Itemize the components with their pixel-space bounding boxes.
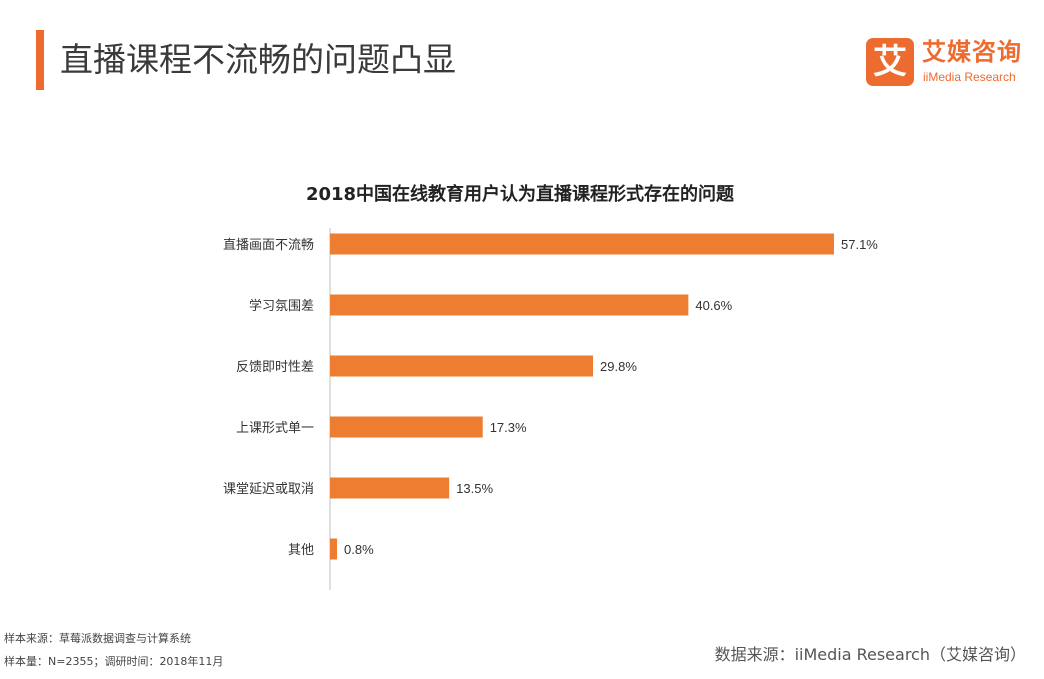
page-title: 直播课程不流畅的问题凸显: [60, 40, 456, 79]
logo-name-en: iiMedia Research: [923, 70, 1016, 84]
logo-mark-icon: 艾: [866, 38, 914, 86]
title-accent-bar: [36, 30, 44, 90]
brand-logo: 艾 艾媒咨询 iiMedia Research: [866, 38, 1036, 88]
bar: [330, 477, 450, 499]
bar: [330, 233, 834, 255]
category-label: 反馈即时性差: [236, 360, 314, 375]
data-source: 数据来源：iiMedia Research（艾媒咨询）: [714, 645, 1026, 664]
value-label: 40.6%: [695, 298, 732, 313]
bar: [330, 416, 483, 438]
value-label: 29.8%: [600, 359, 637, 374]
sample-size-note: 样本量：N=2355；调研时间：2018年11月: [4, 655, 224, 668]
chart-title-wrap: 2018中国在线教育用户认为直播课程形式存在的问题: [0, 182, 1044, 208]
category-label: 上课形式单一: [236, 421, 314, 436]
value-label: 57.1%: [841, 237, 878, 252]
value-label: 0.8%: [344, 542, 374, 557]
sample-source-note: 样本来源：草莓派数据调查与计算系统: [4, 632, 191, 645]
category-label: 学习氛围差: [249, 298, 314, 314]
bar: [330, 294, 689, 316]
value-label: 17.3%: [490, 420, 527, 435]
category-label: 其他: [288, 543, 314, 558]
bar: [330, 538, 338, 560]
logo-name-cn: 艾媒咨询: [922, 38, 1022, 66]
bar: [330, 355, 594, 377]
category-label: 课堂延迟或取消: [223, 482, 314, 497]
value-label: 13.5%: [456, 481, 493, 496]
chart-title: 2018中国在线教育用户认为直播课程形式存在的问题: [305, 184, 735, 205]
category-label: 直播画面不流畅: [223, 238, 314, 253]
